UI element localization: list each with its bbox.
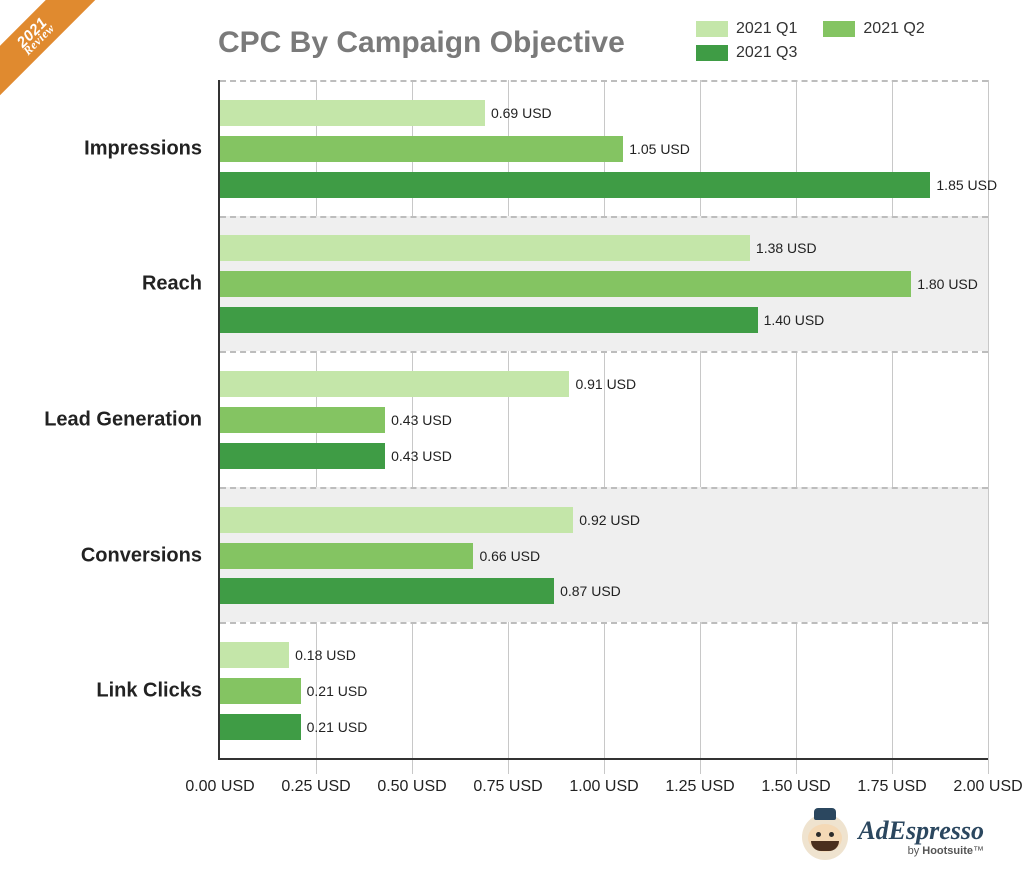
bar-value-label: 0.43 USD xyxy=(385,443,452,469)
bar-row: 1.80 USD xyxy=(220,271,988,297)
x-tick: 1.50 USD xyxy=(761,758,830,796)
mascot-icon xyxy=(802,814,848,860)
category-label: Conversions xyxy=(20,544,220,567)
legend-label: 2021 Q3 xyxy=(736,44,797,62)
bar-value-label: 1.40 USD xyxy=(758,307,825,333)
bar xyxy=(220,678,301,704)
bar xyxy=(220,543,473,569)
bar-row: 0.43 USD xyxy=(220,407,988,433)
bar-value-label: 0.66 USD xyxy=(473,543,540,569)
bar xyxy=(220,407,385,433)
x-tick: 2.00 USD xyxy=(953,758,1022,796)
bar-row: 0.92 USD xyxy=(220,507,988,533)
brand-sub: by Hootsuite™ xyxy=(908,846,984,857)
bar-value-label: 0.92 USD xyxy=(573,507,640,533)
bar-value-label: 1.85 USD xyxy=(930,172,997,198)
legend-label: 2021 Q1 xyxy=(736,20,797,38)
bar-value-label: 1.05 USD xyxy=(623,136,690,162)
bar-row: 1.05 USD xyxy=(220,136,988,162)
legend: 2021 Q1 2021 Q2 2021 Q3 xyxy=(696,20,996,62)
bar xyxy=(220,307,758,333)
x-tick: 1.25 USD xyxy=(665,758,734,796)
bar-row: 0.69 USD xyxy=(220,100,988,126)
corner-ribbon: 2021 Review xyxy=(0,0,107,108)
bar-row: 1.38 USD xyxy=(220,235,988,261)
brand-block: AdEspresso by Hootsuite™ xyxy=(858,818,984,857)
bar xyxy=(220,642,289,668)
category-group: Reach1.38 USD1.80 USD1.40 USD xyxy=(220,216,988,352)
x-tick: 1.00 USD xyxy=(569,758,638,796)
ribbon-year: 2021 xyxy=(0,0,96,97)
bar-row: 0.21 USD xyxy=(220,678,988,704)
bar xyxy=(220,235,750,261)
bar-value-label: 0.69 USD xyxy=(485,100,552,126)
category-label: Impressions xyxy=(20,137,220,160)
bar xyxy=(220,371,569,397)
legend-swatch xyxy=(823,21,855,37)
category-label: Link Clicks xyxy=(20,680,220,703)
legend-item: 2021 Q1 xyxy=(696,20,797,38)
x-tick: 0.25 USD xyxy=(281,758,350,796)
legend-item: 2021 Q2 xyxy=(823,20,924,38)
x-tick: 0.00 USD xyxy=(185,758,254,796)
bar-value-label: 1.38 USD xyxy=(750,235,817,261)
bar-value-label: 0.21 USD xyxy=(301,678,368,704)
bar-value-label: 0.91 USD xyxy=(569,371,636,397)
bar-row: 0.87 USD xyxy=(220,578,988,604)
bar-groups: Impressions0.69 USD1.05 USD1.85 USDReach… xyxy=(220,80,988,758)
bar-value-label: 0.21 USD xyxy=(301,714,368,740)
bar-row: 0.21 USD xyxy=(220,714,988,740)
bar-row: 0.43 USD xyxy=(220,443,988,469)
bar xyxy=(220,578,554,604)
bar-value-label: 0.18 USD xyxy=(289,642,356,668)
x-tick: 0.75 USD xyxy=(473,758,542,796)
bar-row: 1.40 USD xyxy=(220,307,988,333)
legend-swatch xyxy=(696,45,728,61)
bar xyxy=(220,172,930,198)
bar-row: 1.85 USD xyxy=(220,172,988,198)
chart-title: CPC By Campaign Objective xyxy=(218,26,625,60)
bar-value-label: 1.80 USD xyxy=(911,271,978,297)
category-group: Link Clicks0.18 USD0.21 USD0.21 USD xyxy=(220,622,988,758)
category-label: Lead Generation xyxy=(20,408,220,431)
x-tick: 1.75 USD xyxy=(857,758,926,796)
bar-value-label: 0.43 USD xyxy=(385,407,452,433)
legend-swatch xyxy=(696,21,728,37)
category-group: Conversions0.92 USD0.66 USD0.87 USD xyxy=(220,487,988,623)
x-tick: 0.50 USD xyxy=(377,758,446,796)
bar-row: 0.18 USD xyxy=(220,642,988,668)
bar xyxy=(220,100,485,126)
bar xyxy=(220,136,623,162)
bar-value-label: 0.87 USD xyxy=(554,578,621,604)
bar-row: 0.66 USD xyxy=(220,543,988,569)
category-group: Impressions0.69 USD1.05 USD1.85 USD xyxy=(220,80,988,216)
plot-area: Impressions0.69 USD1.05 USD1.85 USDReach… xyxy=(218,80,988,760)
legend-label: 2021 Q2 xyxy=(863,20,924,38)
bar-row: 0.91 USD xyxy=(220,371,988,397)
bar xyxy=(220,443,385,469)
brand-main: AdEspresso xyxy=(858,818,984,844)
bar xyxy=(220,507,573,533)
bar xyxy=(220,271,911,297)
bar xyxy=(220,714,301,740)
category-group: Lead Generation0.91 USD0.43 USD0.43 USD xyxy=(220,351,988,487)
legend-item: 2021 Q3 xyxy=(696,44,797,62)
category-label: Reach xyxy=(20,273,220,296)
footer-logo: AdEspresso by Hootsuite™ xyxy=(802,814,984,860)
